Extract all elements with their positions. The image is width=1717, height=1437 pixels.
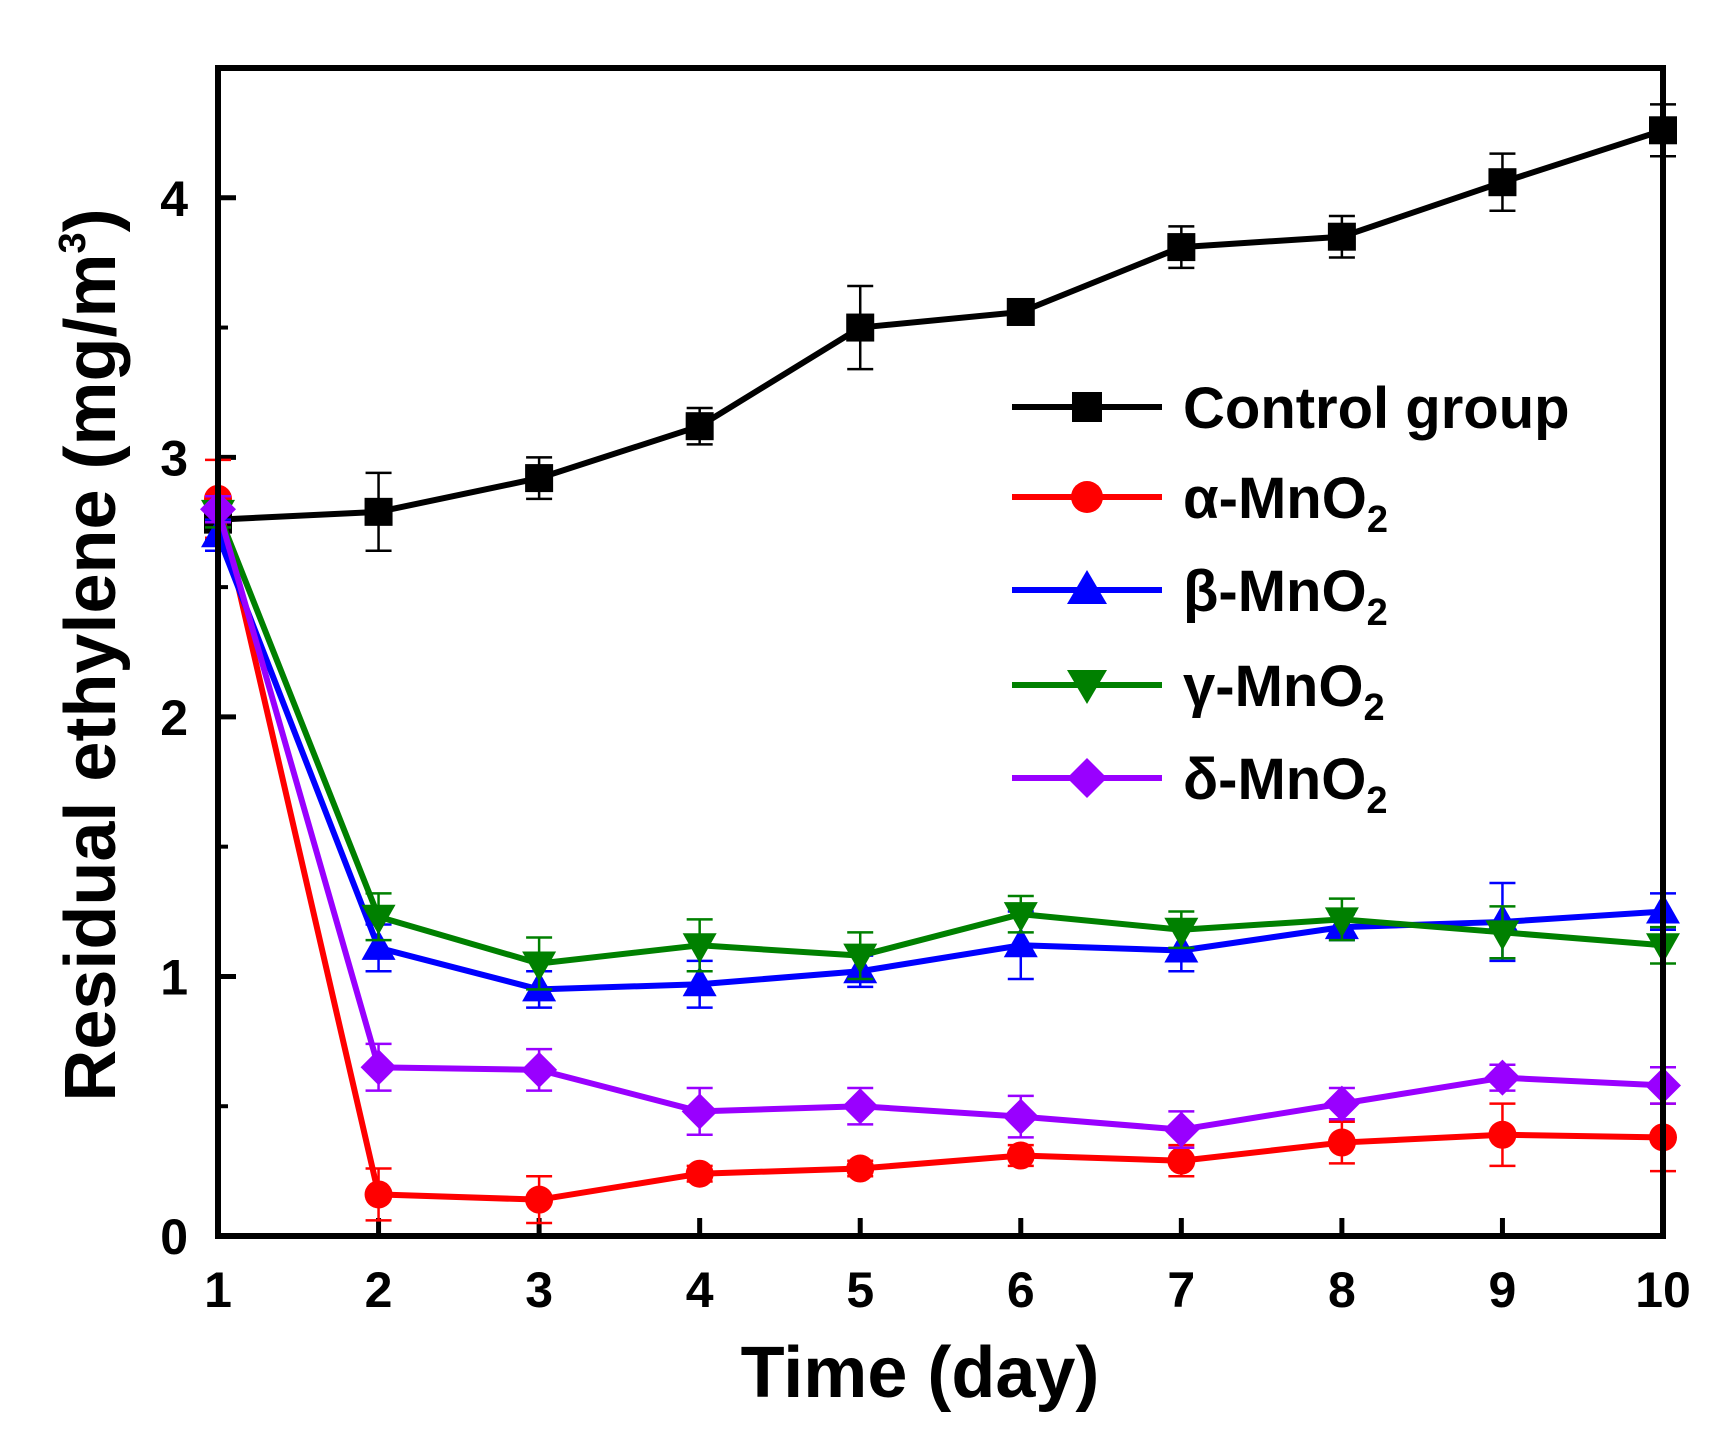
data-point	[1167, 233, 1196, 262]
data-point	[1164, 917, 1199, 948]
data-point	[682, 933, 717, 964]
data-point	[364, 1180, 393, 1209]
y-axis-title-main: Residual ethylene (mg/m	[51, 253, 131, 1101]
legend-marker-beta	[1067, 570, 1107, 604]
data-point	[1488, 168, 1517, 197]
data-point	[361, 929, 396, 960]
data-point	[360, 1049, 397, 1086]
legend-label-alpha: α-MnO2	[1183, 466, 1388, 541]
y-tick-label: 2	[160, 690, 188, 746]
y-tick-labels: 0 1 2 3 4	[160, 171, 188, 1265]
y-tick-label: 0	[160, 1209, 188, 1265]
series-alpha	[204, 458, 1677, 1225]
legend-marker-control	[1072, 392, 1102, 422]
data-point	[1003, 927, 1038, 958]
legend-label-alpha-subscript: 2	[1367, 499, 1388, 541]
legend-entry-gamma: γ-MnO2	[1012, 654, 1385, 729]
y-tick-label: 3	[160, 430, 188, 486]
data-point	[1006, 297, 1035, 326]
data-point	[1327, 1128, 1356, 1157]
legend-label-beta: β-MnO2	[1183, 559, 1388, 634]
legend-label-delta: δ-MnO2	[1183, 747, 1388, 822]
legend-label-alpha-text: α-MnO	[1183, 466, 1367, 531]
series-line-control	[217, 127, 1664, 523]
data-point	[685, 1159, 714, 1188]
data-point	[522, 951, 557, 982]
x-tick-label: 4	[686, 1262, 714, 1318]
data-point	[364, 497, 393, 526]
legend-label-beta-subscript: 2	[1367, 592, 1388, 634]
plot-frame	[215, 65, 1666, 1239]
data-point	[525, 1185, 554, 1214]
y-axis-title: Residual ethylene (mg/m3)	[51, 208, 131, 1101]
y-tick-label: 4	[160, 171, 188, 227]
data-point	[1485, 920, 1520, 951]
legend-label-delta-subscript: 2	[1366, 780, 1387, 822]
legend-marker-gamma	[1067, 670, 1107, 704]
legend-label-gamma-subscript: 2	[1363, 687, 1384, 729]
y-tick-label: 1	[160, 949, 188, 1005]
data-point	[1003, 902, 1038, 933]
series-line-delta	[215, 508, 1664, 1133]
x-tick-label: 2	[365, 1262, 393, 1318]
legend-entry-control: Control group	[1012, 376, 1570, 441]
legend-entry-beta: β-MnO2	[1012, 559, 1388, 634]
data-point	[685, 412, 714, 441]
y-axis-title-end: )	[51, 208, 131, 232]
data-point	[681, 1093, 718, 1130]
data-point	[842, 1088, 879, 1125]
x-tick-label: 6	[1007, 1262, 1035, 1318]
x-tick-label: 5	[846, 1262, 874, 1318]
legend-label-delta-text: δ-MnO	[1183, 747, 1366, 812]
data-point	[361, 904, 396, 935]
x-tick-label: 10	[1635, 1262, 1691, 1318]
legend-marker-alpha	[1071, 481, 1103, 513]
data-point	[525, 464, 554, 493]
data-point	[1327, 222, 1356, 251]
data-point	[846, 1154, 875, 1183]
legend-marker-delta	[1067, 758, 1107, 798]
legend-label-control: Control group	[1183, 376, 1570, 441]
data-point	[1488, 1120, 1517, 1149]
legend-label-gamma: γ-MnO2	[1183, 654, 1385, 729]
series-line-alpha	[215, 498, 1664, 1203]
data-point	[846, 313, 875, 342]
data-point	[843, 943, 878, 974]
data-point	[521, 1051, 558, 1088]
data-point	[1006, 1141, 1035, 1170]
x-tick-label: 8	[1328, 1262, 1356, 1318]
data-point	[682, 966, 717, 997]
series-line-gamma	[215, 510, 1664, 967]
x-tick-labels: 1 2 3 4 5 6 7 8 9 10	[204, 1262, 1691, 1318]
legend: Control group α-MnO2 β-MnO2 γ-MnO2 δ-MnO…	[1012, 376, 1570, 822]
legend-label-beta-text: β-MnO	[1183, 559, 1367, 624]
x-tick-label: 1	[204, 1262, 232, 1318]
data-point	[1167, 1146, 1196, 1175]
data-point	[1484, 1059, 1521, 1096]
data-point	[1163, 1111, 1200, 1148]
x-tick-label: 9	[1489, 1262, 1517, 1318]
legend-entry-delta: δ-MnO2	[1012, 747, 1388, 822]
data-point	[1002, 1098, 1039, 1135]
x-tick-label: 3	[525, 1262, 553, 1318]
data-point	[1323, 1085, 1360, 1122]
legend-label-gamma-text: γ-MnO	[1183, 654, 1363, 719]
x-tick-label: 7	[1167, 1262, 1195, 1318]
legend-entry-alpha: α-MnO2	[1012, 466, 1388, 541]
y-axis-title-superscript: 3	[52, 232, 94, 253]
x-axis-title: Time (day)	[741, 1333, 1100, 1413]
data-point	[1324, 907, 1359, 938]
